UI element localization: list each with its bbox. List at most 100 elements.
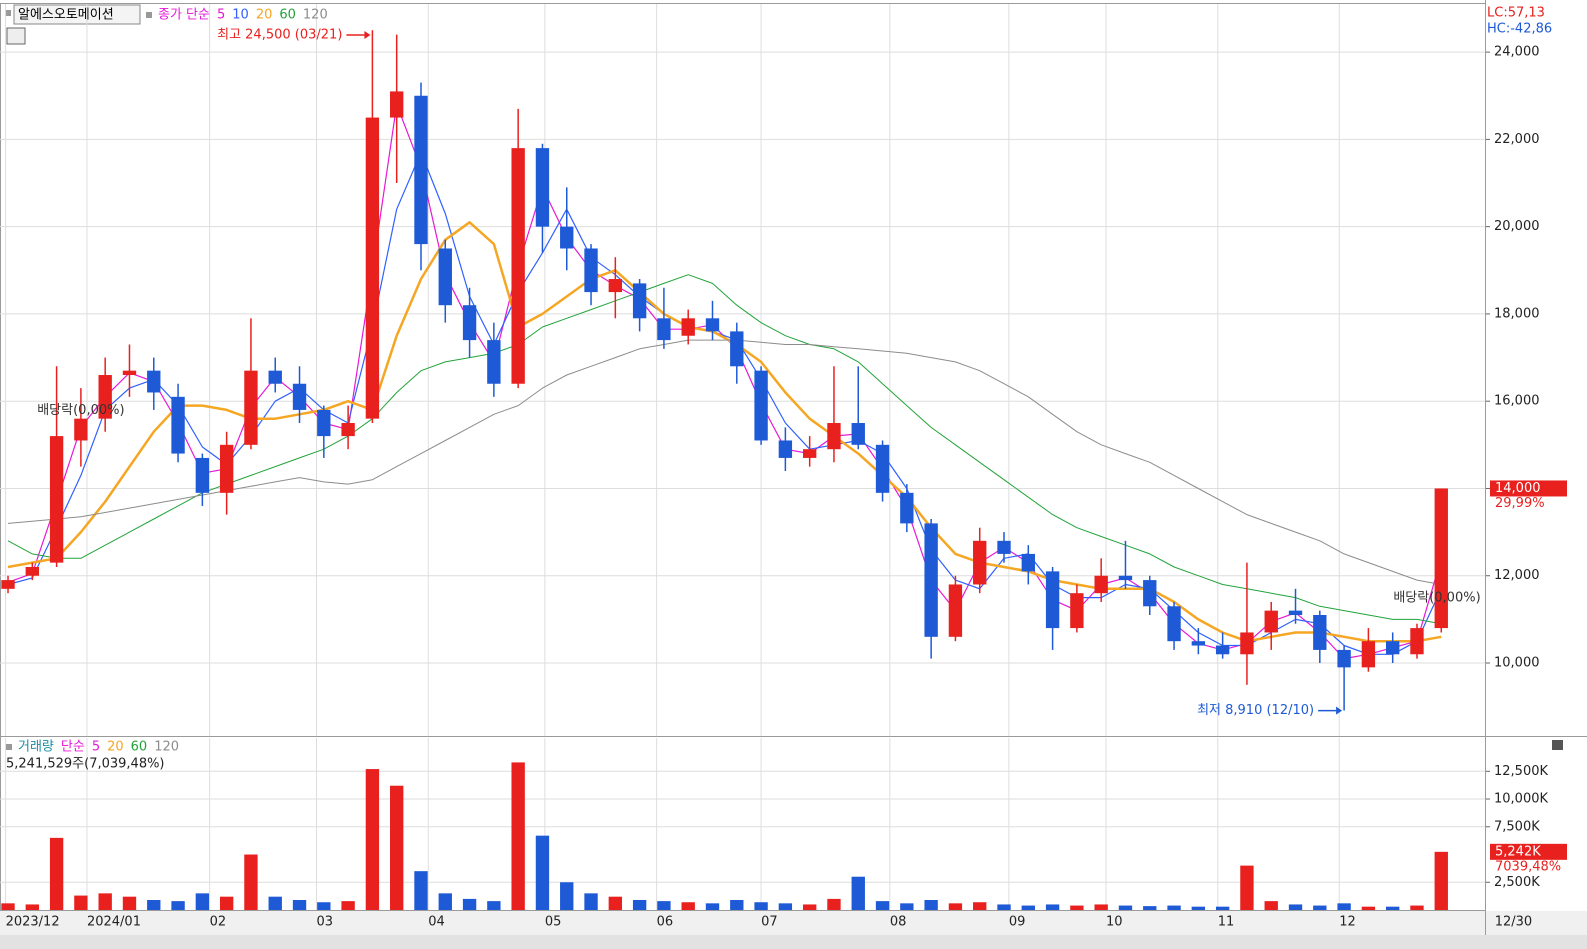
annotation-label: 최고 24,500 (03/21) <box>217 28 342 43</box>
x-tick-label: 09 <box>1009 915 1026 930</box>
y-tick-label: 18,000 <box>1494 306 1540 321</box>
candle-body <box>608 279 623 293</box>
candle-body <box>195 457 210 493</box>
candle-body <box>25 567 39 576</box>
candle-body <box>1313 615 1327 650</box>
annotation-arrowhead <box>364 31 371 39</box>
y-tick-label: 22,000 <box>1494 132 1540 147</box>
candle-body <box>632 283 647 319</box>
volume-bar <box>74 895 88 910</box>
y-tick-label: 2,500K <box>1494 875 1540 890</box>
candle-body <box>802 449 817 458</box>
dividend-marker <box>1435 614 1448 623</box>
volume-bar <box>851 876 865 910</box>
candle-body <box>122 370 137 376</box>
x-tick-label: 06 <box>657 915 674 930</box>
x-tick-label: 05 <box>545 915 562 930</box>
candle-body <box>705 318 720 332</box>
y-tick-label: 10,000K <box>1494 792 1548 807</box>
volume-bar <box>341 901 355 910</box>
volume-bar <box>875 901 890 910</box>
volume-bar <box>1094 904 1108 910</box>
x-tick-label: 11 <box>1218 915 1235 930</box>
x-axis-strip <box>0 911 1587 935</box>
volume-summary: 5,241,529주(7,039,48%) <box>6 757 165 772</box>
y-tick-label: 7,500K <box>1494 819 1540 834</box>
volume-legend-title: 거래량 <box>18 740 54 755</box>
volume-bar <box>1410 905 1424 910</box>
candle-body <box>1434 488 1448 629</box>
volume-legend-subtitle: 단순 <box>61 740 85 755</box>
volume-bar <box>317 902 331 910</box>
volume-bar <box>802 904 817 910</box>
candle-body <box>1240 632 1254 655</box>
candle-body <box>219 444 234 493</box>
volume-bar <box>1021 905 1035 910</box>
last-volume-change: 7039,48% <box>1495 859 1561 874</box>
stock-name-button[interactable] <box>13 4 141 25</box>
candle-body <box>1264 610 1278 633</box>
candle-body <box>1 580 15 589</box>
hc-indicator: HC:-42,86 <box>1487 22 1552 37</box>
volume-bar <box>438 893 452 910</box>
moving-average-line <box>7 274 1442 625</box>
candle-body <box>171 396 185 454</box>
volume-bar <box>1167 905 1181 910</box>
x-tick-label: 08 <box>890 915 907 930</box>
candle-body <box>657 318 671 341</box>
legend-square <box>5 10 11 16</box>
candle-body <box>778 440 793 458</box>
candle-body <box>1143 580 1157 607</box>
volume-bar <box>1264 901 1278 910</box>
volume-bar <box>414 871 428 910</box>
volume-bar <box>973 902 987 910</box>
y-tick-label: 16,000 <box>1494 394 1540 409</box>
last-price-change: 29,99% <box>1495 496 1545 511</box>
candle-body <box>317 409 331 437</box>
volume-bar <box>997 904 1011 910</box>
table-icon[interactable] <box>6 27 26 45</box>
volume-bar <box>365 769 380 910</box>
y-tick-label: 24,000 <box>1494 45 1540 60</box>
candle-body <box>49 436 64 563</box>
volume-bar <box>1337 903 1351 910</box>
legend-entry: 10 <box>232 8 249 23</box>
legend-entry: 5 <box>217 8 225 23</box>
volume-bar <box>1118 905 1133 910</box>
close-panel-button[interactable] <box>1552 740 1563 750</box>
candle-body <box>851 423 865 445</box>
volume-bar <box>462 898 477 910</box>
candle-body <box>341 423 355 437</box>
volume-legend-entry: 120 <box>154 740 179 755</box>
volume-bar <box>49 837 64 910</box>
volume-bar <box>560 882 574 910</box>
volume-bar <box>292 900 307 910</box>
volume-bar <box>778 903 793 910</box>
volume-bar <box>827 898 841 910</box>
volume-legend-entry: 60 <box>131 740 148 755</box>
volume-bar <box>924 900 938 910</box>
candle-body <box>1167 606 1181 642</box>
volume-bar <box>487 901 501 910</box>
volume-legend-entry: 5 <box>92 740 100 755</box>
candle-body <box>948 584 963 637</box>
x-tick-label: 2024/01 <box>87 915 141 930</box>
legend-square <box>6 744 12 750</box>
candle-body <box>1215 645 1230 655</box>
legend-entry: 120 <box>303 8 328 23</box>
last-volume-label: 5,242K <box>1495 844 1541 859</box>
last-price-label: 14,000 <box>1495 481 1541 496</box>
candle-body <box>438 248 452 306</box>
candle-body <box>147 370 161 393</box>
volume-bar <box>171 901 185 910</box>
volume-bar <box>98 893 112 910</box>
stock-name: 알에스오토메이션 <box>18 8 114 23</box>
candle-body <box>511 148 525 384</box>
candle-body <box>1021 553 1035 572</box>
candle-body <box>973 540 987 585</box>
candle-body <box>1386 641 1400 655</box>
volume-bar <box>900 903 914 910</box>
candle-body <box>1045 571 1060 629</box>
